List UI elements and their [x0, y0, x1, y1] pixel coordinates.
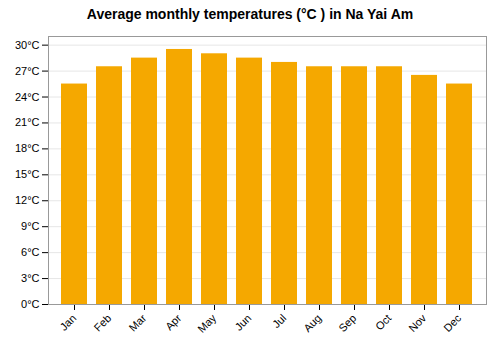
svg-text:24°C: 24°C	[15, 91, 40, 103]
svg-text:6°C: 6°C	[21, 246, 40, 258]
svg-text:9°C: 9°C	[21, 220, 40, 232]
svg-text:18°C: 18°C	[15, 142, 40, 154]
svg-text:Jun: Jun	[232, 312, 253, 333]
svg-text:0°C: 0°C	[21, 298, 40, 310]
svg-text:Mar: Mar	[127, 312, 149, 334]
svg-text:Oct: Oct	[373, 312, 394, 333]
svg-text:Jul: Jul	[270, 312, 288, 330]
svg-text:30°C: 30°C	[15, 39, 40, 51]
svg-text:Sep: Sep	[336, 312, 358, 334]
svg-text:Jan: Jan	[57, 312, 78, 333]
svg-text:Nov: Nov	[406, 311, 429, 334]
svg-text:May: May	[195, 311, 219, 335]
svg-text:15°C: 15°C	[15, 168, 40, 180]
svg-text:21°C: 21°C	[15, 116, 40, 128]
html-text:Average monthly temperatures (: Average monthly temperatures (°C ) in Na…	[86, 6, 414, 22]
svg-text:Feb: Feb	[92, 312, 114, 334]
svg-text:Aug: Aug	[301, 312, 323, 334]
svg-text:Dec: Dec	[441, 311, 464, 334]
svg-text:Apr: Apr	[163, 312, 184, 333]
svg-text:27°C: 27°C	[15, 65, 40, 77]
svg-text:12°C: 12°C	[15, 194, 40, 206]
svg-text:3°C: 3°C	[21, 272, 40, 284]
